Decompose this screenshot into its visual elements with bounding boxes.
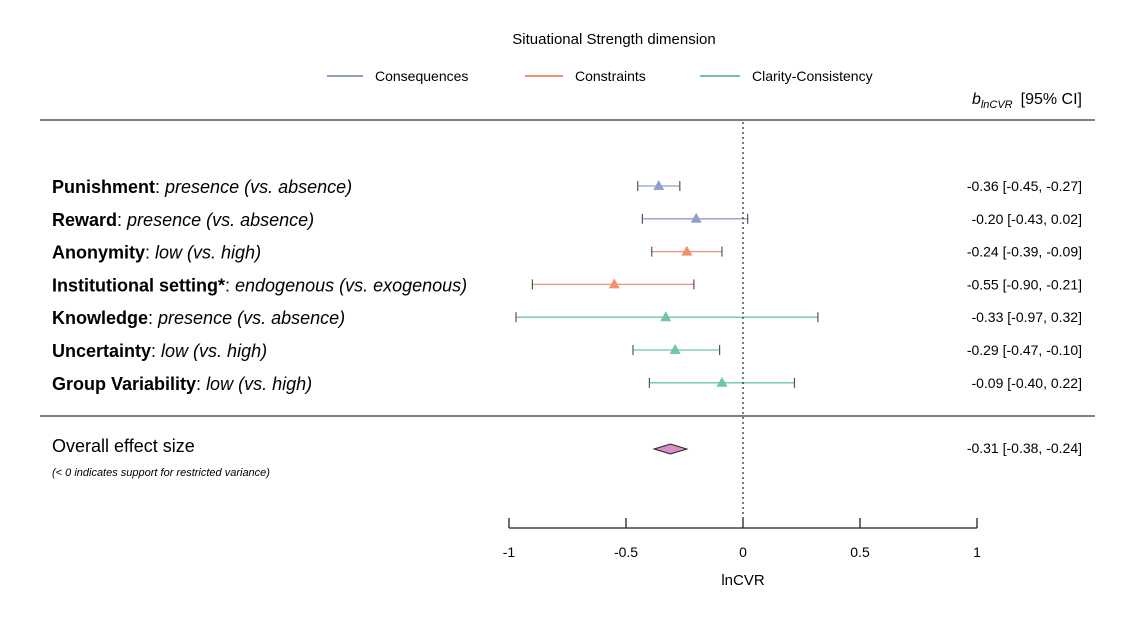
row-label-bold-4: Knowledge — [52, 308, 148, 328]
estimate-marker-5 — [669, 344, 681, 354]
overall-diamond — [652, 443, 689, 455]
row-4: Knowledge: presence (vs. absence) -0.33 [… — [52, 308, 1082, 328]
row-5: Uncertainty: low (vs. high) -0.29 [-0.47,… — [52, 341, 1082, 361]
estimate-marker-2 — [681, 245, 693, 256]
row-2: Anonymity: low (vs. high) -0.24 [-0.39, -… — [52, 243, 1082, 263]
overall-label: Overall effect size — [52, 436, 195, 456]
ci-text-2: -0.24 [-0.39, -0.09] — [967, 244, 1082, 260]
row-1: Reward: presence (vs. absence) -0.20 [-0.… — [52, 210, 1082, 230]
row-label-3: Institutional setting*: endogenous (vs. … — [52, 275, 467, 295]
row-label-level-1: presence (vs. absence) — [126, 210, 314, 230]
row-label-level-4: presence (vs. absence) — [157, 308, 345, 328]
row-label-5: Uncertainty: low (vs. high) — [52, 341, 267, 361]
header-ci: [95% CI] — [1021, 91, 1082, 108]
ci-text-3: -0.55 [-0.90, -0.21] — [967, 276, 1082, 292]
legend-label-1: Constraints — [575, 68, 646, 84]
row-label-4: Knowledge: presence (vs. absence) — [52, 308, 345, 328]
estimate-marker-1 — [690, 212, 702, 223]
x-tick-label-1: -0.5 — [614, 544, 638, 560]
ci-text-0: -0.36 [-0.45, -0.27] — [967, 178, 1082, 194]
row-label-1: Reward: presence (vs. absence) — [52, 210, 314, 230]
row-label-colon-6: : — [196, 374, 206, 394]
ci-column-header: blnCVR [95% CI] — [972, 91, 1082, 111]
study-rows: Punishment: presence (vs. absence) -0.36 … — [52, 177, 1082, 394]
x-tick-label-2: 0 — [739, 544, 747, 560]
row-label-level-0: presence (vs. absence) — [164, 177, 352, 197]
row-label-colon-5: : — [151, 341, 161, 361]
row-label-level-5: low (vs. high) — [161, 341, 267, 361]
row-label-colon-3: : — [225, 275, 235, 295]
ci-text-1: -0.20 [-0.43, 0.02] — [971, 211, 1082, 227]
row-label-colon-2: : — [145, 243, 155, 263]
x-tick-label-0: -1 — [503, 544, 516, 560]
row-0: Punishment: presence (vs. absence) -0.36 … — [52, 177, 1082, 197]
ci-text-4: -0.33 [-0.97, 0.32] — [971, 309, 1082, 325]
row-label-bold-1: Reward — [52, 210, 117, 230]
row-label-colon-4: : — [148, 308, 158, 328]
chart-title: Situational Strength dimension — [512, 31, 715, 48]
row-label-level-3: endogenous (vs. exogenous) — [235, 275, 467, 295]
row-label-level-6: low (vs. high) — [206, 374, 312, 394]
row-label-2: Anonymity: low (vs. high) — [52, 243, 261, 263]
estimate-marker-0 — [653, 180, 665, 190]
estimate-marker-4 — [660, 311, 672, 322]
x-axis: lnCVR -1 -0.5 0 0.5 1 — [503, 518, 981, 589]
x-tick-label-4: 1 — [973, 544, 981, 560]
row-label-colon-0: : — [155, 177, 165, 197]
row-label-level-2: low (vs. high) — [155, 243, 261, 263]
header-b: b — [972, 91, 981, 108]
x-tick-label-3: 0.5 — [850, 544, 870, 560]
row-label-bold-3: Institutional setting* — [52, 275, 225, 295]
row-label-colon-1: : — [117, 210, 127, 230]
overall-effect: Overall effect size (< 0 indicates suppo… — [52, 436, 1082, 479]
x-axis-label: lnCVR — [721, 572, 765, 589]
legend-label-2: Clarity-Consistency — [752, 68, 873, 84]
row-label-bold-5: Uncertainty — [52, 341, 151, 361]
row-label-0: Punishment: presence (vs. absence) — [52, 177, 352, 197]
overall-note: (< 0 indicates support for restricted va… — [52, 467, 270, 479]
row-label-6: Group Variability: low (vs. high) — [52, 374, 312, 394]
row-6: Group Variability: low (vs. high) -0.09 [… — [52, 374, 1082, 394]
row-3: Institutional setting*: endogenous (vs. … — [52, 275, 1082, 295]
ci-text-5: -0.29 [-0.47, -0.10] — [967, 342, 1082, 358]
legend: Consequences Constraints Clarity-Consisten… — [327, 68, 873, 84]
row-label-bold-2: Anonymity — [52, 243, 145, 263]
header-sub: lnCVR — [981, 99, 1013, 111]
row-label-bold-6: Group Variability — [52, 374, 196, 394]
overall-ci-text: -0.31 [-0.38, -0.24] — [967, 440, 1082, 456]
ci-text-6: -0.09 [-0.40, 0.22] — [971, 375, 1082, 391]
estimate-marker-6 — [716, 376, 728, 387]
row-label-bold-0: Punishment — [52, 177, 155, 197]
legend-label-0: Consequences — [375, 68, 468, 84]
estimate-marker-3 — [608, 278, 620, 289]
